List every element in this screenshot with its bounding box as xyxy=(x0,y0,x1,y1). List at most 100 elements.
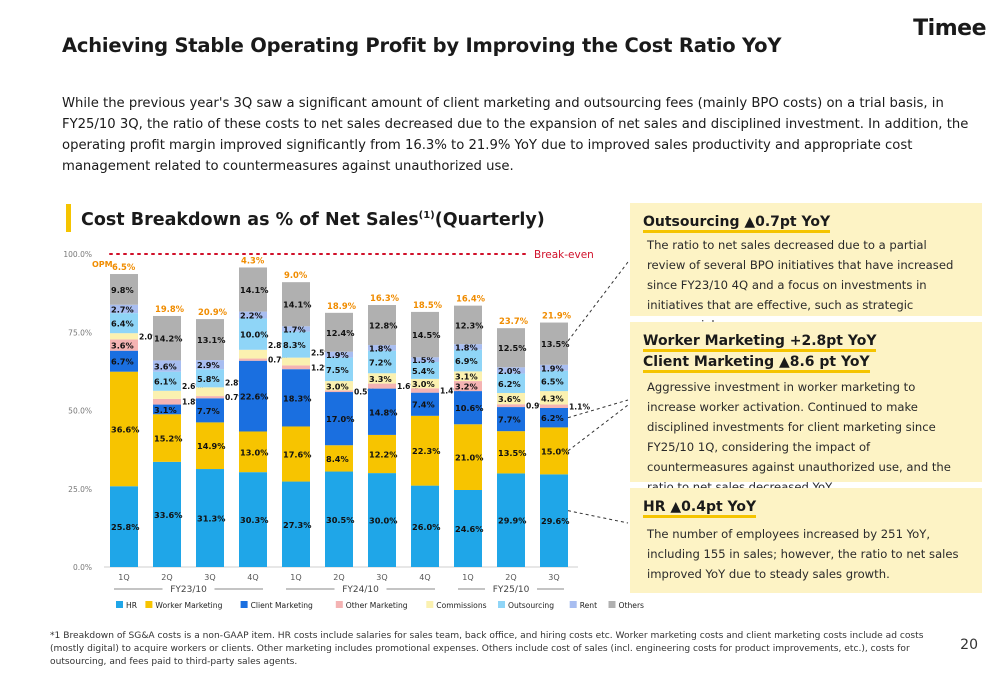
bar-segment-other-marketing xyxy=(153,398,181,405)
data-label-worker-marketing: 12.2% xyxy=(369,450,397,460)
legend-swatch-rent xyxy=(569,601,577,608)
bar-segment-other-marketing xyxy=(239,358,267,361)
bar-segment-rent xyxy=(282,326,310,332)
data-label-worker-marketing: 15.2% xyxy=(154,434,182,444)
x-tick-label: 2Q xyxy=(333,573,344,582)
bar-segment-outsourcing xyxy=(454,349,482,372)
opm-label: 6.5% xyxy=(112,262,136,272)
fiscal-year-label: FY25/10 xyxy=(493,585,530,595)
bar-segment-rent xyxy=(196,360,224,370)
data-label-hr: 26.0% xyxy=(412,522,440,532)
data-label-rent: 1.5% xyxy=(412,355,435,365)
bar-segment-hr xyxy=(497,473,525,567)
chart-heading-text: Cost Breakdown as % of Net Sales xyxy=(81,209,419,230)
legend-label-outsourcing: Outsourcing xyxy=(508,601,554,610)
data-label-commissions: 2.0% xyxy=(139,332,160,341)
bar-segment-hr xyxy=(153,461,181,567)
bar-segment-outsourcing xyxy=(325,357,353,382)
data-label-other-marketing: 0.5% xyxy=(354,387,375,396)
x-tick-label: 1Q xyxy=(462,573,473,582)
data-label-hr: 33.6% xyxy=(154,510,182,520)
opm-label: 16.4% xyxy=(456,294,486,304)
bar-segment-other-marketing xyxy=(411,388,439,393)
bar-segment-rent xyxy=(110,304,138,314)
data-label-client-marketing: 17.0% xyxy=(326,414,354,424)
bar-segment-others xyxy=(368,305,396,346)
data-label-other-marketing: 1.4% xyxy=(440,386,461,395)
data-label-others: 14.1% xyxy=(240,285,268,295)
data-label-hr: 27.3% xyxy=(283,520,311,530)
data-label-commissions: 3.6% xyxy=(498,394,521,404)
bar-segment-other-marketing xyxy=(540,404,568,408)
legend-label-other-marketing: Other Marketing xyxy=(346,601,408,610)
data-label-other-marketing: 0.9% xyxy=(526,402,547,411)
connector-outsourcing xyxy=(567,261,629,342)
data-label-commissions: 2.8% xyxy=(268,341,289,350)
legend-swatch-hr xyxy=(116,601,123,608)
bar-segment-outsourcing xyxy=(282,331,310,358)
bar-segment-worker-marketing xyxy=(110,371,138,487)
data-label-client-marketing: 14.8% xyxy=(369,407,397,417)
bar-segment-worker-marketing xyxy=(411,415,439,486)
bar-segment-others xyxy=(239,267,267,312)
brand-logo: Timee xyxy=(913,16,986,41)
bar-segment-worker-marketing xyxy=(282,426,310,482)
bar-segment-others xyxy=(196,319,224,361)
data-label-worker-marketing: 36.6% xyxy=(111,424,139,434)
footnote: *1 Breakdown of SG&A costs is a non-GAAP… xyxy=(50,631,924,667)
chart-heading: Cost Breakdown as % of Net Sales(1)(Quar… xyxy=(66,204,545,232)
callout-marketing: Worker Marketing +2.8pt YoY Client Marke… xyxy=(630,322,982,494)
data-label-rent: 1.9% xyxy=(326,350,349,360)
data-label-others: 14.1% xyxy=(283,300,311,310)
bar-segment-rent xyxy=(454,344,482,350)
bar-segment-client-marketing xyxy=(153,404,181,415)
x-tick-label: 1Q xyxy=(290,573,301,582)
bar-segment-client-marketing xyxy=(411,392,439,416)
bar-segment-hr xyxy=(110,486,138,567)
bar-segment-other-marketing xyxy=(497,404,525,408)
data-label-worker-marketing: 14.9% xyxy=(197,441,225,451)
y-tick-label: 50.0% xyxy=(68,407,92,416)
bar-segment-client-marketing xyxy=(540,407,568,428)
opm-label: 21.9% xyxy=(542,311,572,321)
data-label-other-marketing: 0.7% xyxy=(225,393,246,402)
legend-label-hr: HR xyxy=(126,601,138,610)
data-label-client-marketing: 7.4% xyxy=(412,400,435,410)
bar-segment-worker-marketing xyxy=(239,431,267,473)
bar-segment-client-marketing xyxy=(110,350,138,372)
data-label-rent: 2.2% xyxy=(240,311,263,321)
data-label-outsourcing: 6.1% xyxy=(154,377,177,387)
data-label-commissions: 2.5% xyxy=(311,349,332,358)
legend-swatch-client-marketing xyxy=(240,601,248,608)
data-label-commissions: 3.3% xyxy=(369,374,392,384)
data-label-other-marketing: 3.6% xyxy=(111,341,134,351)
bar-segment-other-marketing xyxy=(325,390,353,393)
opm-label: 9.0% xyxy=(284,270,308,280)
data-label-other-marketing: 0.7% xyxy=(268,356,289,365)
callout-marketing-body: Aggressive investment in worker marketin… xyxy=(647,380,951,494)
callout-hr-title: HR ▲0.4pt YoY xyxy=(643,499,757,518)
callout-hr: HR ▲0.4pt YoY The number of employees in… xyxy=(630,488,982,593)
data-label-client-marketing: 10.6% xyxy=(455,403,483,413)
bar-segment-outsourcing xyxy=(153,371,181,391)
x-tick-label: 3Q xyxy=(548,573,559,582)
bar-segment-hr xyxy=(282,481,310,567)
data-label-outsourcing: 10.0% xyxy=(240,330,268,340)
y-tick-label: 0.0% xyxy=(73,563,92,572)
data-label-commissions: 3.0% xyxy=(412,379,435,389)
bar-segment-rent xyxy=(325,351,353,358)
bar-segment-rent xyxy=(368,345,396,351)
bar-segment-commissions xyxy=(325,381,353,391)
bar-segment-worker-marketing xyxy=(540,427,568,475)
data-label-outsourcing: 6.2% xyxy=(498,379,521,389)
bar-segment-client-marketing xyxy=(282,369,310,427)
bar-segment-client-marketing xyxy=(239,360,267,432)
data-label-others: 12.5% xyxy=(498,343,526,353)
bar-segment-hr xyxy=(411,485,439,567)
bar-segment-hr xyxy=(368,473,396,567)
bar-segment-others xyxy=(325,312,353,352)
bar-segment-worker-marketing xyxy=(153,414,181,462)
callout-hr-body: The number of employees increased by 251… xyxy=(647,527,959,581)
data-label-client-marketing: 18.3% xyxy=(283,393,311,403)
